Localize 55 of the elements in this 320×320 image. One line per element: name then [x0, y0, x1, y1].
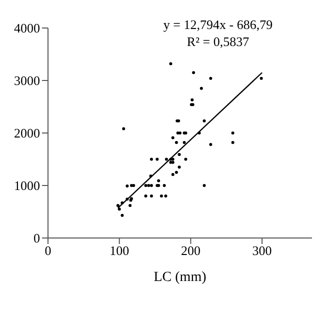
point [192, 71, 196, 74]
point [182, 140, 186, 144]
point [162, 184, 166, 187]
point [178, 166, 181, 169]
x-axis-title: LC (mm) [154, 270, 207, 285]
point [202, 119, 206, 122]
point [144, 194, 148, 198]
point [209, 143, 212, 146]
point [160, 194, 163, 198]
point [128, 204, 132, 207]
annotation: R² = 0,5837 [186, 33, 250, 50]
point [120, 201, 124, 204]
point [171, 136, 174, 140]
point [169, 62, 172, 66]
point [122, 127, 126, 130]
y-tick-label: 0 [34, 230, 40, 246]
y-tick-label: 4000 [14, 20, 40, 36]
x-tick-label: 0 [44, 243, 52, 258]
y-tick-label: 1000 [14, 178, 40, 194]
point [147, 184, 150, 187]
point [116, 204, 120, 207]
point [231, 140, 234, 144]
point [144, 184, 148, 187]
point [150, 184, 153, 187]
point [184, 158, 188, 161]
point [156, 158, 159, 161]
point [132, 184, 136, 187]
point [120, 214, 124, 217]
point [126, 198, 129, 201]
annotation: y = 12,794x - 686,79 [162, 16, 274, 33]
point [198, 132, 201, 134]
point [150, 194, 153, 198]
x-tick-label: 100 [110, 243, 130, 258]
point [178, 153, 181, 156]
point [164, 158, 168, 161]
point [149, 174, 152, 178]
point [202, 184, 206, 187]
point [174, 140, 178, 144]
x-tick-label: 200 [180, 243, 200, 258]
point [190, 98, 194, 102]
point [126, 184, 129, 188]
point [178, 132, 182, 134]
x-tick-label: 300 [252, 243, 272, 258]
point [200, 86, 203, 90]
point [260, 76, 263, 80]
point [157, 179, 160, 182]
point [209, 76, 212, 80]
point [118, 208, 121, 211]
y-tick-label: 2000 [14, 126, 40, 141]
y-tick-label: 3000 [14, 73, 40, 88]
point [231, 132, 234, 134]
point [164, 194, 168, 198]
point [150, 158, 153, 161]
point [171, 172, 174, 176]
point [174, 170, 178, 174]
